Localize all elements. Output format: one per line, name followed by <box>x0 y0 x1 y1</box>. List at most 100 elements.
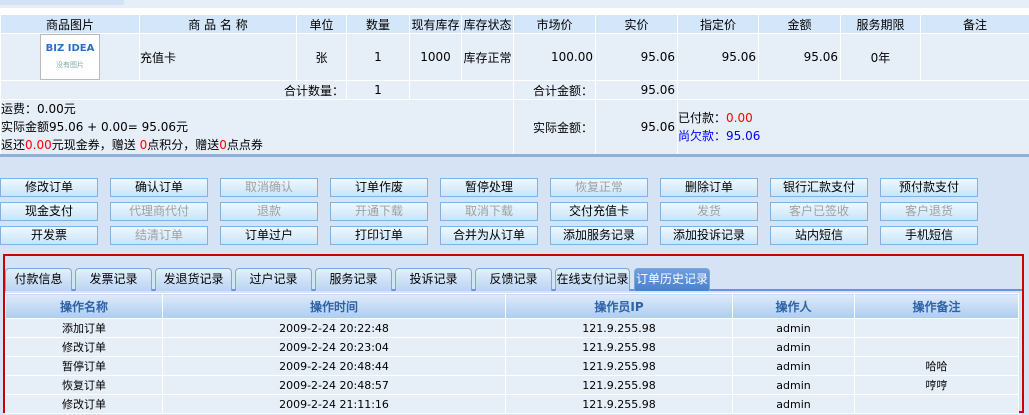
column-header: 服务期限 <box>840 14 921 34</box>
action-button[interactable]: 订单作废 <box>330 178 428 197</box>
product-designated-price: 95.06 <box>677 33 759 81</box>
top-strip <box>0 0 1029 8</box>
action-button[interactable]: 取消确认 <box>220 178 318 197</box>
table-cell: 121.9.255.98 <box>505 356 733 376</box>
product-table-header: 商品图片商 品 名 称单位 数量 现有库存 库存状态 市场价 实价 指定价 金额 服务期限 备注 <box>0 14 1029 34</box>
product-name: 充值卡 <box>139 33 297 81</box>
action-button[interactable]: 预付款支付 <box>880 178 978 197</box>
tab[interactable]: 反馈记录 <box>475 268 552 291</box>
column-header: 操作人 <box>732 293 855 319</box>
action-button[interactable]: 发货 <box>660 202 758 221</box>
action-button[interactable]: 打印订单 <box>330 226 428 245</box>
table-cell <box>854 394 1019 414</box>
product-service-term: 0年 <box>840 33 921 81</box>
action-button[interactable]: 订单过户 <box>220 226 318 245</box>
product-market-price: 100.00 <box>513 33 596 81</box>
action-button[interactable]: 客户退货 <box>880 202 978 221</box>
tab[interactable]: 发退货记录 <box>155 268 232 291</box>
total-row: 合计数量： 1 合计金额： 95.06 <box>0 80 1029 100</box>
table-cell: 121.9.255.98 <box>505 318 733 338</box>
table-row: 修改订单 2009-2-24 21:11:16 121.9.255.98 admin <box>5 394 1019 414</box>
table-cell: 121.9.255.98 <box>505 394 733 414</box>
table-cell <box>854 318 1019 338</box>
column-header: 单位 <box>296 14 347 34</box>
action-button[interactable]: 代理商代付 <box>110 202 208 221</box>
table-cell: 121.9.255.98 <box>505 375 733 395</box>
tab[interactable]: 付款信息 <box>5 268 72 291</box>
table-cell: admin <box>732 318 855 338</box>
product-stock: 1000 <box>409 33 462 81</box>
action-button[interactable]: 删除订单 <box>660 178 758 197</box>
column-header: 实价 <box>595 14 678 34</box>
action-button[interactable]: 交付充值卡 <box>550 202 648 221</box>
top-title-box <box>0 0 124 5</box>
actual-amount: 95.06 <box>595 99 678 155</box>
table-row: 添加订单 2009-2-24 20:22:48 121.9.255.98 admin <box>5 318 1019 338</box>
column-header: 备注 <box>920 14 1029 34</box>
tab[interactable]: 发票记录 <box>75 268 152 291</box>
table-cell: 2009-2-24 21:11:16 <box>162 394 506 414</box>
column-header: 市场价 <box>513 14 596 34</box>
records-tabs: 付款信息 发票记录 发退货记录 过户记录 服务记录 投诉记录 反馈记录 在线支付记录 订单历史记… <box>5 266 1022 291</box>
product-real-price: 95.06 <box>595 33 678 81</box>
table-row: 修改订单 2009-2-24 20:23:04 121.9.255.98 admin <box>5 337 1019 357</box>
product-table: 商品图片商 品 名 称单位 数量 现有库存 库存状态 市场价 实价 指定价 金额 服务期限 备注 … <box>0 14 1029 155</box>
tab[interactable]: 服务记录 <box>315 268 392 291</box>
action-button[interactable]: 现金支付 <box>0 202 98 221</box>
action-button[interactable]: 添加服务记录 <box>550 226 648 245</box>
table-cell: 哈哈 <box>854 356 1019 376</box>
tab[interactable]: 投诉记录 <box>395 268 472 291</box>
column-header: 现有库存 <box>409 14 462 34</box>
table-cell <box>854 337 1019 357</box>
table-cell: admin <box>732 394 855 414</box>
product-remark <box>920 33 1029 81</box>
action-button[interactable]: 退款 <box>220 202 318 221</box>
action-button[interactable]: 手机短信 <box>880 226 978 245</box>
action-button[interactable]: 确认订单 <box>110 178 208 197</box>
action-button[interactable]: 开通下载 <box>330 202 428 221</box>
table-cell: 添加订单 <box>5 318 163 338</box>
column-header: 操作备注 <box>854 293 1019 319</box>
tab[interactable]: 在线支付记录 <box>555 268 630 291</box>
column-header: 金额 <box>758 14 841 34</box>
action-button[interactable]: 取消下载 <box>440 202 538 221</box>
column-header: 商品图片 <box>0 14 140 34</box>
shipping-fee: 运费：0.00元 <box>1 102 76 116</box>
table-row: 恢复订单 2009-2-24 20:48:57 121.9.255.98 admin 哼… <box>5 375 1019 395</box>
action-button[interactable]: 开发票 <box>0 226 98 245</box>
table-cell: admin <box>732 375 855 395</box>
action-button[interactable]: 修改订单 <box>0 178 98 197</box>
column-header: 库存状态 <box>461 14 514 34</box>
column-header: 操作员IP <box>505 293 733 319</box>
tab[interactable]: 过户记录 <box>235 268 312 291</box>
table-cell: 修改订单 <box>5 394 163 414</box>
action-button[interactable]: 银行汇款支付 <box>770 178 868 197</box>
column-header: 操作名称 <box>5 293 163 319</box>
table-cell: 2009-2-24 20:48:44 <box>162 356 506 376</box>
table-cell: admin <box>732 337 855 357</box>
table-cell: 哼哼 <box>854 375 1019 395</box>
action-button[interactable]: 站内短信 <box>770 226 868 245</box>
table-cell: 121.9.255.98 <box>505 337 733 357</box>
paid-amount: 已付款：0.00 <box>678 111 753 125</box>
actual-amount-label: 实际金额： <box>513 99 596 155</box>
action-button[interactable]: 合并为从订单 <box>440 226 538 245</box>
total-qty: 1 <box>346 80 410 100</box>
action-button[interactable]: 结清订单 <box>110 226 208 245</box>
product-image: BIZ IDEA 没有图片 <box>40 34 100 80</box>
action-button[interactable]: 暂停处理 <box>440 178 538 197</box>
product-unit: 张 <box>296 33 347 81</box>
order-history-table: 操作名称 操作时间 操作员IP 操作人 操作备注 添加订单 2009-2-24 20:22:… <box>5 293 1019 414</box>
total-qty-label: 合计数量： <box>0 80 347 100</box>
action-button[interactable]: 客户已签收 <box>770 202 868 221</box>
total-amount-label: 合计金额： <box>513 80 596 100</box>
product-row: BIZ IDEA 没有图片 充值卡 张 1 1000 库存正常 100.00 95… <box>0 33 1029 81</box>
action-button[interactable]: 添加投诉记录 <box>660 226 758 245</box>
tab[interactable]: 订单历史记录 <box>634 268 710 291</box>
divider <box>0 154 1029 157</box>
column-header: 商 品 名 称 <box>139 14 297 34</box>
action-button[interactable]: 恢复正常 <box>550 178 648 197</box>
records-panel: 付款信息 发票记录 发退货记录 过户记录 服务记录 投诉记录 反馈记录 在线支付记录 订单历史记… <box>3 254 1024 414</box>
table-cell: 2009-2-24 20:48:57 <box>162 375 506 395</box>
product-qty: 1 <box>346 33 410 81</box>
